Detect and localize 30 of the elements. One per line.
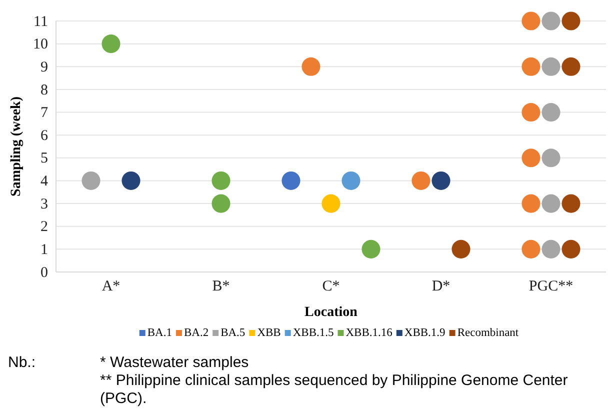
text: * Wastewater samples	[100, 354, 249, 371]
y-tick-label: 5	[40, 150, 48, 167]
legend-label: XBB.1.9	[404, 327, 446, 339]
y-axis-title: Sampling (week)	[9, 96, 24, 196]
legend-label: BA.2	[184, 327, 209, 339]
legend-label: XBB.1.16	[346, 327, 393, 339]
x-tick-label: B*	[212, 278, 230, 295]
y-tick-label: 8	[40, 82, 48, 98]
x-tick-label: C*	[322, 278, 340, 295]
legend-label: XBB	[257, 327, 282, 339]
y-tick-label: 6	[40, 128, 48, 144]
y-tick-label: 9	[40, 59, 48, 76]
y-tick-label: 11	[34, 14, 48, 30]
y-tick-label: 3	[40, 196, 48, 212]
legend-label: Recombinant	[457, 327, 520, 339]
y-tick-label: 0	[40, 264, 48, 281]
legend-label: XBB.1.5	[292, 327, 334, 339]
y-tick-label: 2	[40, 219, 48, 236]
y-tick-label: 7	[40, 105, 48, 122]
y-tick-label: 1	[40, 242, 48, 258]
y-tick-label: 4	[40, 174, 48, 190]
x-tick-label: D*	[432, 278, 450, 295]
text: ** Philippine clinical samples sequenced by Philippine Genome Center (PGC).	[100, 372, 568, 407]
text: Nb.:	[8, 354, 36, 371]
legend-label: BA.5	[220, 327, 246, 339]
y-tick-label: 10	[33, 36, 48, 53]
x-axis-title: Location	[304, 305, 358, 320]
x-tick-label: PGC**	[528, 278, 574, 295]
legend-label: BA.1	[147, 327, 172, 339]
x-tick-label: A*	[102, 278, 120, 295]
